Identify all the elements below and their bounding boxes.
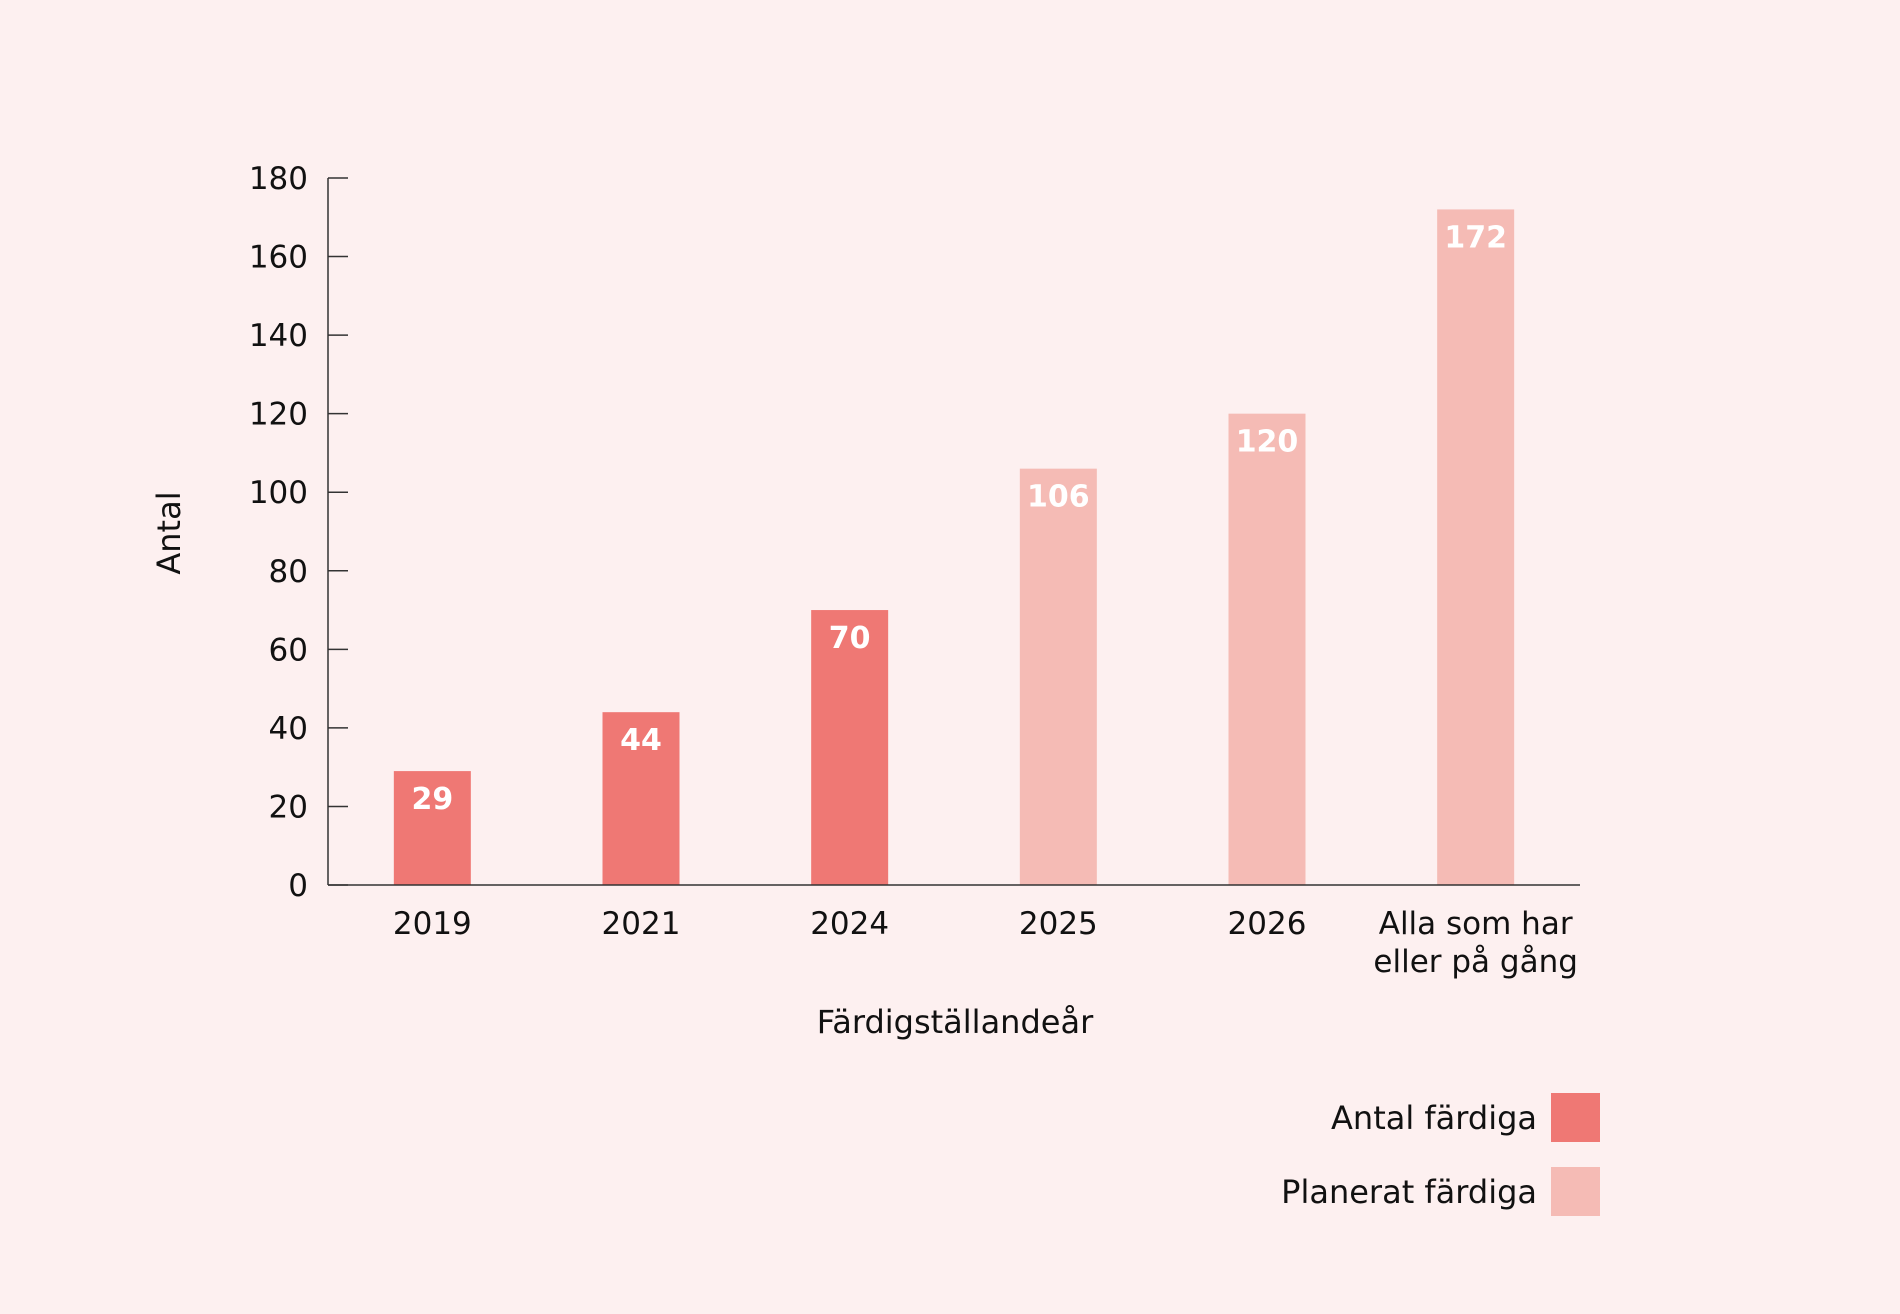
bar-value-label: 70 bbox=[829, 621, 871, 656]
y-tick-label: 80 bbox=[269, 554, 308, 590]
bar bbox=[811, 610, 889, 885]
bar-value-label: 106 bbox=[1027, 480, 1090, 515]
x-tick-label: 2024 bbox=[810, 906, 889, 942]
y-tick-label: 120 bbox=[249, 397, 308, 433]
y-tick-label: 140 bbox=[249, 318, 308, 354]
x-axis-title: Färdigställandeår bbox=[817, 1003, 1094, 1041]
bar bbox=[1019, 468, 1097, 885]
y-tick-label: 20 bbox=[269, 789, 308, 825]
bar-value-labels: 29 44 70 106 120 172 bbox=[411, 220, 1507, 817]
bar bbox=[393, 771, 471, 885]
y-tick-label: 60 bbox=[269, 632, 308, 668]
y-tick-label: 0 bbox=[288, 868, 308, 904]
bar bbox=[1437, 209, 1515, 885]
legend-swatch bbox=[1551, 1167, 1600, 1216]
y-axis-title: Antal bbox=[150, 491, 188, 574]
x-tick-label: eller på gång bbox=[1373, 944, 1578, 980]
bar-value-label: 29 bbox=[411, 782, 453, 817]
bar bbox=[1228, 413, 1306, 885]
legend: Antal färdiga Planerat färdiga bbox=[1281, 1093, 1600, 1216]
y-tick-label: 160 bbox=[249, 240, 308, 276]
x-tick-label: 2021 bbox=[602, 906, 681, 942]
y-axis-ticks: 0 20 40 60 80 100 120 140 160 180 bbox=[249, 161, 348, 904]
bar-value-label: 44 bbox=[620, 723, 662, 758]
legend-label: Planerat färdiga bbox=[1281, 1173, 1537, 1211]
y-tick-label: 100 bbox=[249, 475, 308, 511]
legend-label: Antal färdiga bbox=[1331, 1099, 1537, 1137]
bar-value-label: 120 bbox=[1236, 425, 1299, 460]
bar-value-label: 172 bbox=[1444, 220, 1507, 255]
x-tick-label: Alla som har bbox=[1379, 906, 1573, 942]
x-tick-label: 2025 bbox=[1019, 906, 1098, 942]
y-tick-label: 180 bbox=[249, 161, 308, 197]
bar bbox=[602, 712, 680, 885]
legend-swatch bbox=[1551, 1093, 1600, 1142]
x-tick-label: 2019 bbox=[393, 906, 472, 942]
bars bbox=[393, 209, 1515, 885]
y-tick-label: 40 bbox=[269, 711, 308, 747]
x-tick-label: 2026 bbox=[1228, 906, 1307, 942]
